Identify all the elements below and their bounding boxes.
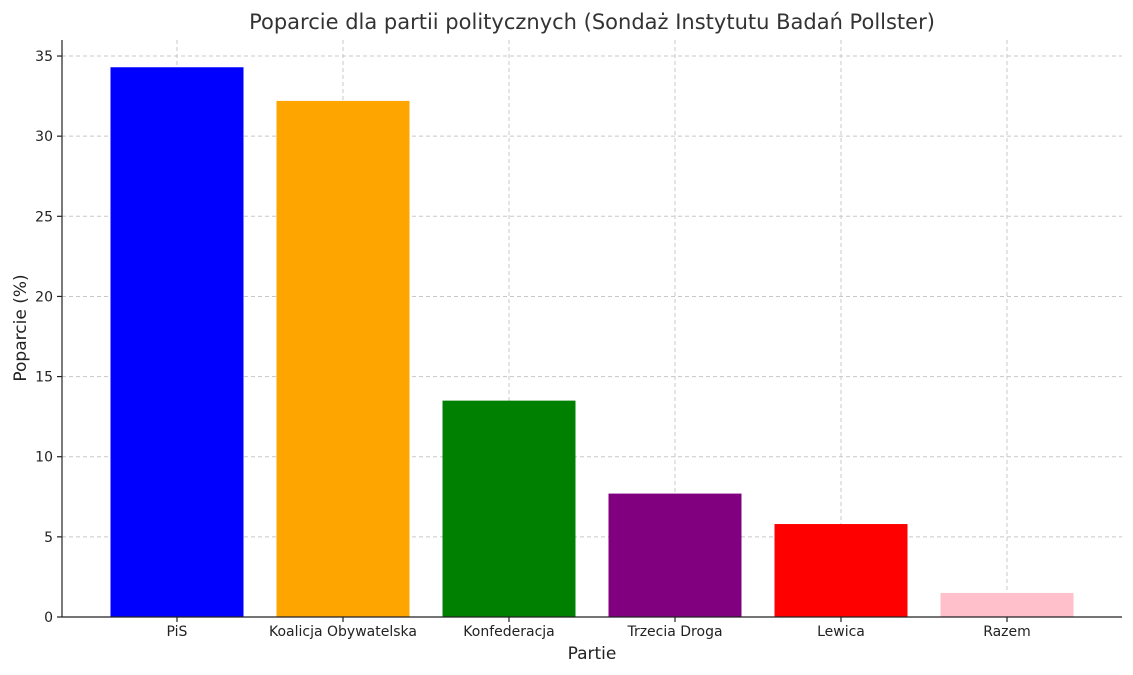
x-tick-label: Lewica bbox=[817, 624, 865, 640]
x-axis-ticks: PiS Koalicja Obywatelska Konfederacja Trzec… bbox=[167, 617, 1031, 640]
bar-lewica bbox=[774, 524, 908, 617]
bar-koalicja-obywatelska bbox=[276, 100, 410, 617]
y-tick-label: 5 bbox=[44, 530, 53, 546]
y-axis-ticks: 0 5 10 15 20 25 30 35 bbox=[35, 49, 62, 626]
bar-trzecia-droga bbox=[608, 493, 742, 617]
y-tick-label: 10 bbox=[35, 450, 53, 466]
x-tick-label: Koalicja Obywatelska bbox=[269, 624, 417, 640]
y-tick-label: 35 bbox=[35, 49, 53, 65]
bars bbox=[110, 67, 1074, 618]
x-tick-label: Trzecia Droga bbox=[626, 624, 722, 640]
chart-title: Poparcie dla partii politycznych (Sondaż… bbox=[249, 10, 935, 34]
bar-pis bbox=[110, 67, 244, 618]
bar-razem bbox=[940, 592, 1074, 617]
x-axis-label: Partie bbox=[568, 644, 617, 664]
x-tick-label: Konfederacja bbox=[463, 624, 554, 640]
y-tick-label: 30 bbox=[35, 129, 53, 145]
y-tick-label: 15 bbox=[35, 370, 53, 386]
y-tick-label: 25 bbox=[35, 209, 53, 225]
x-tick-label: PiS bbox=[167, 624, 188, 640]
x-tick-label: Razem bbox=[983, 624, 1031, 640]
y-tick-label: 20 bbox=[35, 289, 53, 305]
y-tick-label: 0 bbox=[44, 610, 53, 626]
y-axis-label: Poparcie (%) bbox=[11, 274, 31, 381]
bar-konfederacja bbox=[442, 400, 576, 617]
